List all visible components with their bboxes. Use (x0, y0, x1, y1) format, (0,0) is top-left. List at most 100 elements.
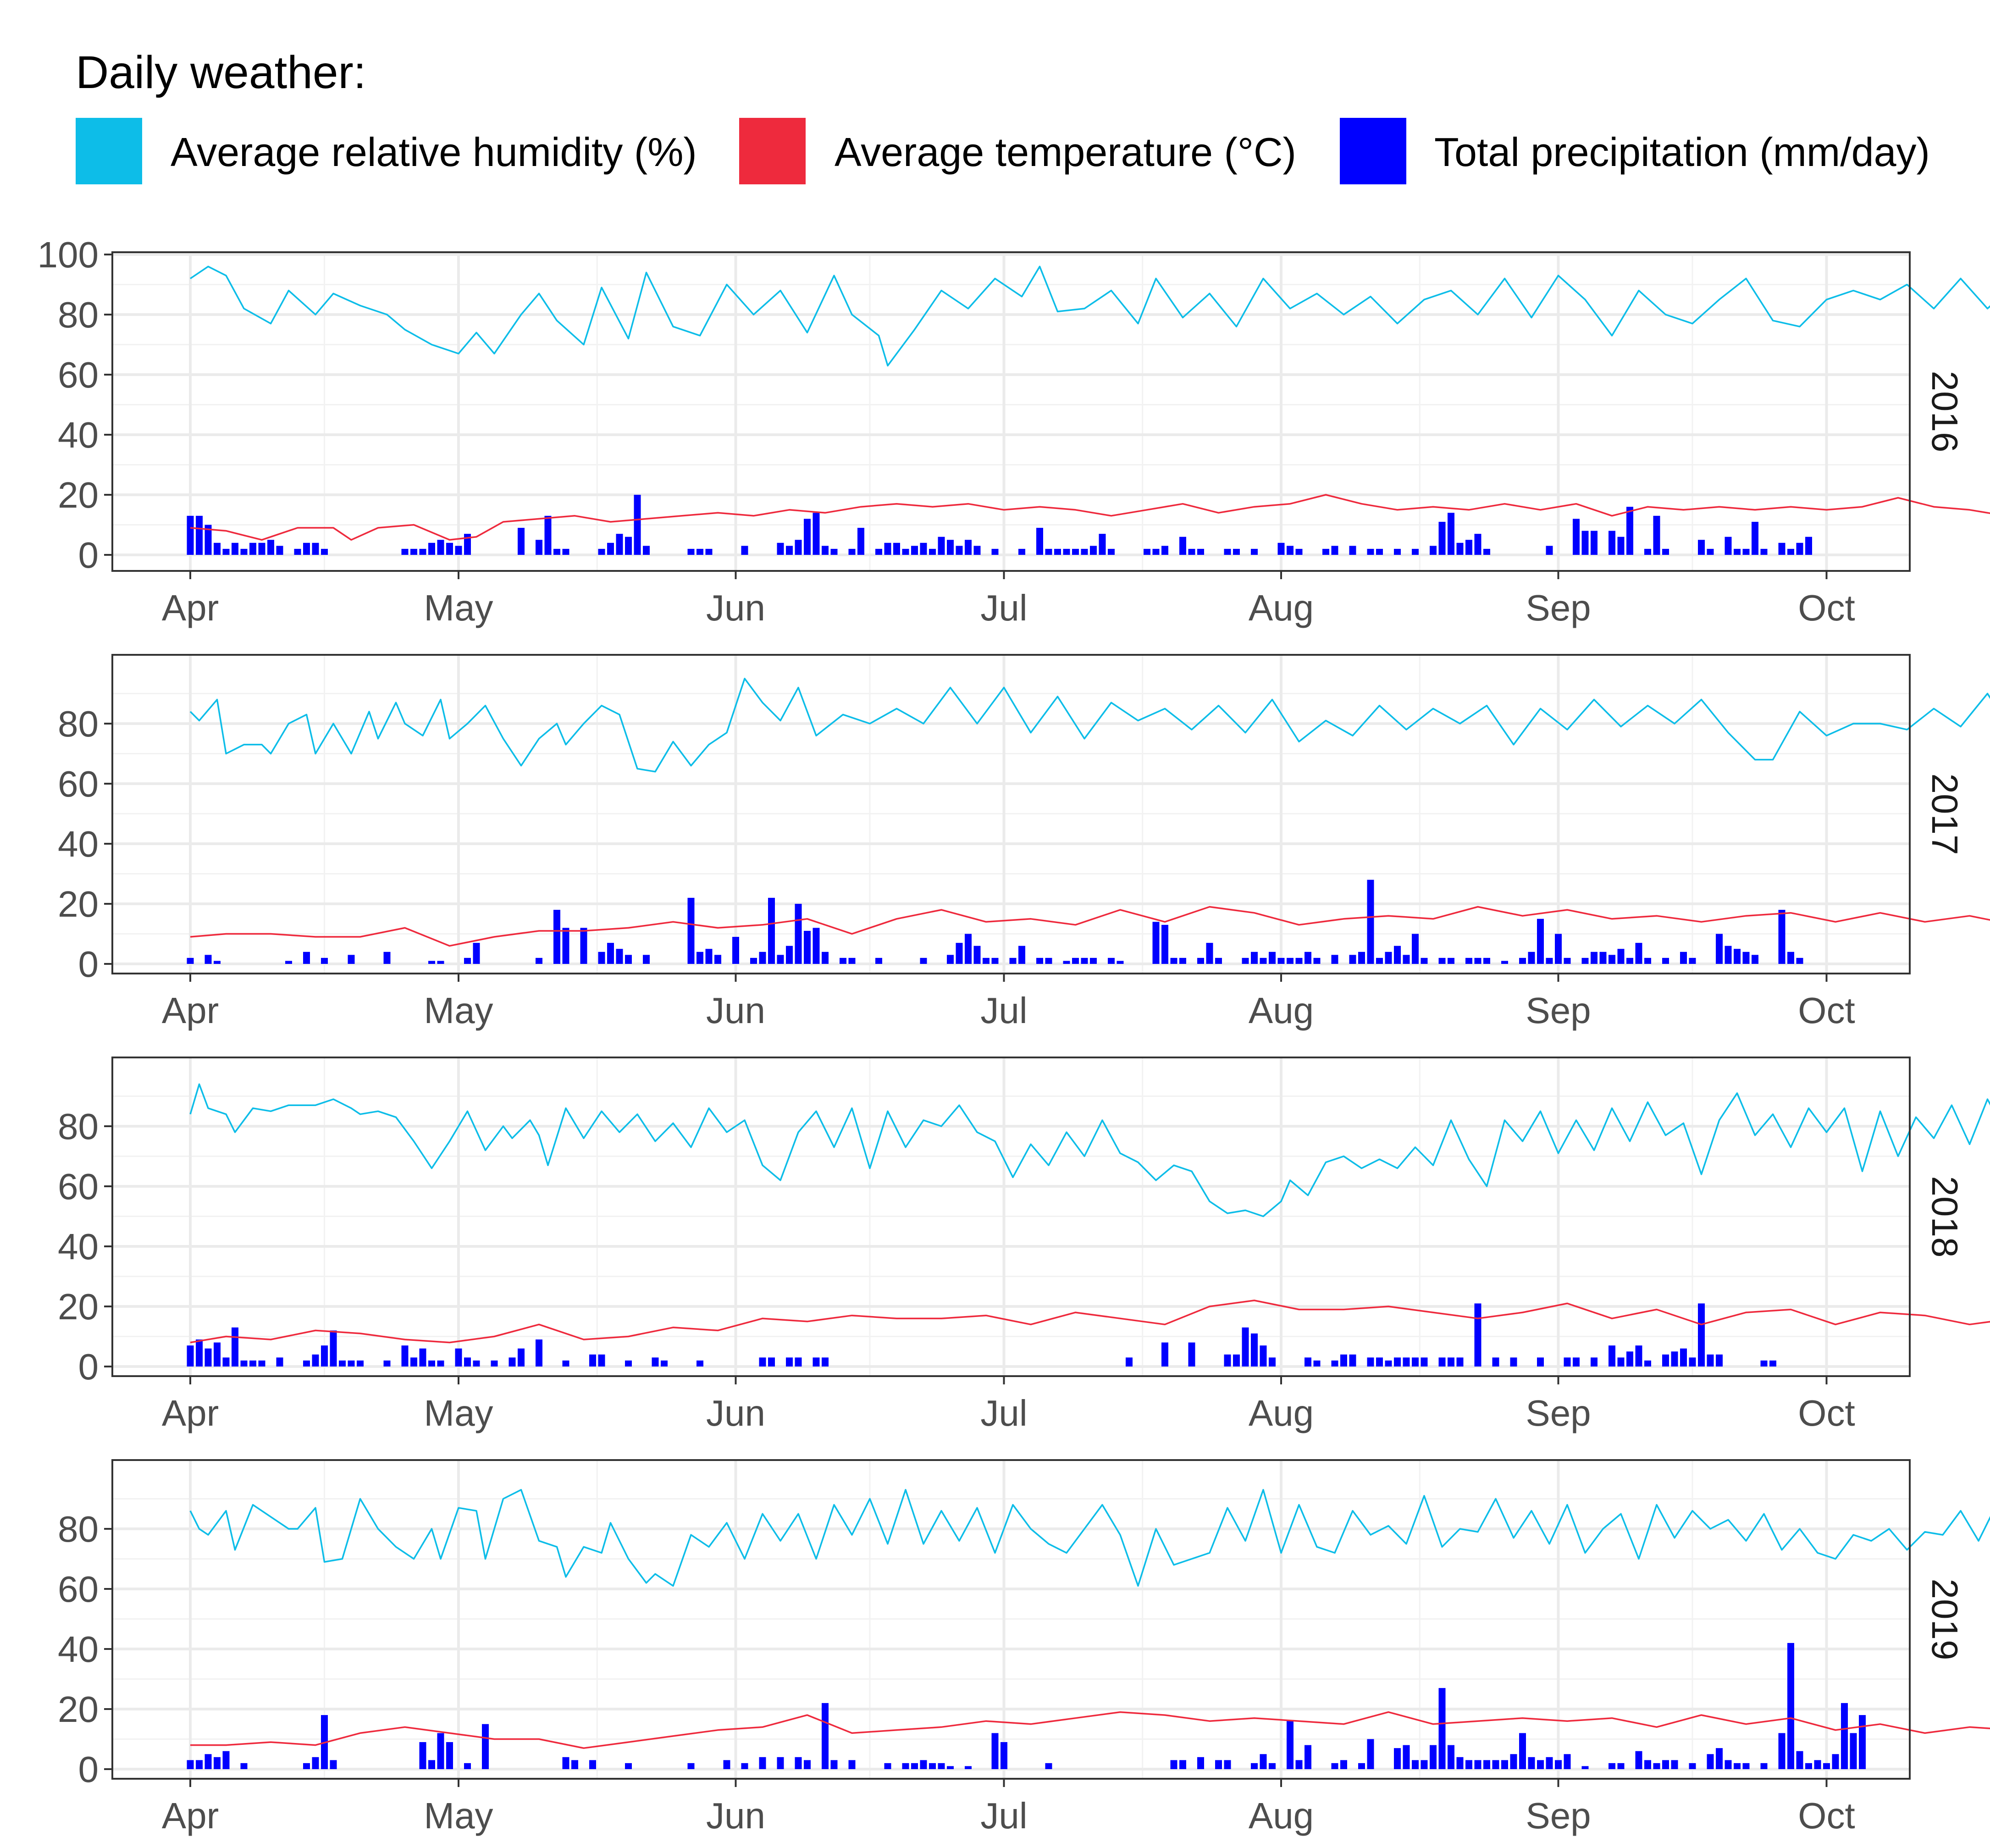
precipitation-bar (303, 1763, 310, 1769)
precipitation-bar (840, 957, 846, 964)
x-tick-label: Aug (1249, 1795, 1314, 1836)
precipitation-bar (473, 943, 480, 964)
precipitation-bar (929, 1763, 936, 1769)
precipitation-bar (1546, 1757, 1553, 1769)
precipitation-bar (339, 1360, 346, 1367)
precipitation-bar (1662, 548, 1669, 555)
precipitation-bar (991, 957, 999, 964)
precipitation-bar (1644, 957, 1651, 964)
precipitation-bar (965, 1766, 972, 1769)
precipitation-bar (187, 957, 194, 964)
x-tick-label: Jun (706, 587, 765, 628)
precipitation-bar (759, 952, 766, 964)
precipitation-bar (723, 1760, 730, 1769)
precipitation-bar (410, 548, 417, 555)
precipitation-bar (285, 961, 292, 964)
precipitation-bar (822, 1357, 829, 1367)
precipitation-bar (214, 542, 221, 555)
precipitation-bar (321, 957, 328, 964)
precipitation-bar (965, 934, 972, 964)
precipitation-bar (1376, 1357, 1383, 1367)
panel-strip-label: 2016 (1924, 371, 1965, 453)
panel-border (111, 251, 1911, 572)
precipitation-bar (1599, 952, 1607, 964)
precipitation-bar (1394, 946, 1401, 964)
precipitation-bar (232, 1327, 238, 1367)
precipitation-bar (1331, 955, 1338, 964)
precipitation-bar (205, 1754, 212, 1769)
precipitation-bar (1394, 548, 1401, 555)
precipitation-bar (1152, 548, 1160, 555)
precipitation-bar (1474, 534, 1481, 555)
precipitation-bar (1707, 548, 1714, 555)
precipitation-bar (1787, 548, 1794, 555)
panel-2019: 0 20 40 60 80 Apr May Jun Jul Aug Sep Oct 2019 (58, 1459, 1990, 1836)
x-tick-label: May (424, 990, 493, 1031)
precipitation-bar (1725, 946, 1732, 964)
panel-border (111, 1459, 1911, 1780)
precipitation-bar (1072, 548, 1079, 555)
x-tick-label: Jul (980, 1795, 1027, 1836)
precipitation-bar (1591, 952, 1598, 964)
precipitation-bar (1635, 943, 1642, 964)
precipitation-bar (1448, 957, 1454, 964)
precipitation-bar (196, 515, 203, 555)
precipitation-bar (884, 542, 891, 555)
y-tick-label: 40 (58, 415, 99, 455)
precipitation-bar (1108, 957, 1115, 964)
y-tick-label: 60 (58, 1166, 99, 1207)
precipitation-bar (562, 1757, 569, 1769)
precipitation-bar (1662, 957, 1669, 964)
precipitation-bar (1805, 537, 1812, 555)
precipitation-bar (1564, 1754, 1571, 1769)
precipitation-bar (884, 1763, 891, 1769)
precipitation-bar (1340, 1760, 1347, 1769)
humidity-line (190, 266, 1990, 367)
y-tick-label: 80 (58, 294, 99, 335)
precipitation-bar (571, 1760, 578, 1769)
precipitation-bar (491, 1360, 498, 1367)
precipitation-bar (437, 1733, 444, 1769)
precipitation-bar (1277, 542, 1285, 555)
precipitation-bar (1465, 540, 1472, 555)
precipitation-bar (1609, 1763, 1615, 1769)
precipitation-bar (1474, 957, 1481, 964)
precipitation-bar (1072, 957, 1079, 964)
precipitation-bar (759, 1357, 766, 1367)
precipitation-bar (1644, 1360, 1651, 1367)
precipitation-bar (1018, 946, 1025, 964)
precipitation-bar (1277, 957, 1285, 964)
precipitation-bar (1752, 955, 1758, 964)
precipitation-bar (428, 542, 435, 555)
precipitation-bar (661, 1360, 668, 1367)
precipitation-bar (553, 910, 560, 964)
precipitation-bar (1581, 531, 1589, 555)
precipitation-bar (786, 546, 793, 555)
precipitation-bar (1689, 1357, 1696, 1367)
precipitation-bar (1206, 943, 1213, 964)
precipitation-bar (1581, 1766, 1589, 1769)
precipitation-bar (1671, 1760, 1678, 1769)
precipitation-bar (455, 1348, 462, 1367)
precipitation-bar (357, 1360, 364, 1367)
precipitation-bar (518, 1348, 525, 1367)
precipitation-bar (196, 1339, 203, 1367)
precipitation-bar (437, 540, 444, 555)
precipitation-bar (1609, 1345, 1615, 1367)
precipitation-bar (464, 1763, 471, 1769)
precipitation-bar (428, 1760, 435, 1769)
precipitation-bar (1760, 1763, 1768, 1769)
precipitation-bar (643, 546, 650, 555)
panel-2018: 0 20 40 60 80 Apr May Jun Jul Aug Sep Oct 2018 (58, 1057, 1990, 1433)
precipitation-bar (1707, 1754, 1714, 1769)
precipitation-bar (1635, 1751, 1642, 1769)
precipitation-bar (1090, 957, 1097, 964)
precipitation-bar (1501, 1760, 1508, 1769)
precipitation-bar (303, 542, 310, 555)
precipitation-bar (1081, 548, 1088, 555)
precipitation-bar (1716, 1354, 1723, 1367)
precipitation-bar (1161, 546, 1168, 555)
precipitation-bar (991, 1733, 999, 1769)
precipitation-bar (455, 546, 462, 555)
precipitation-bar (687, 1763, 695, 1769)
